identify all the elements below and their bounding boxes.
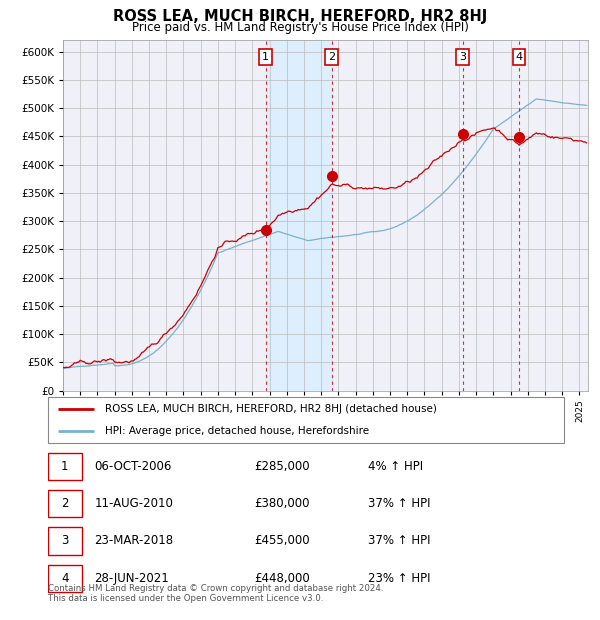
Text: 06-OCT-2006: 06-OCT-2006	[94, 460, 172, 473]
Text: 4: 4	[61, 572, 68, 585]
Text: £380,000: £380,000	[254, 497, 310, 510]
FancyBboxPatch shape	[48, 564, 82, 591]
Text: 11-AUG-2010: 11-AUG-2010	[94, 497, 173, 510]
Text: ROSS LEA, MUCH BIRCH, HEREFORD, HR2 8HJ: ROSS LEA, MUCH BIRCH, HEREFORD, HR2 8HJ	[113, 9, 487, 24]
Text: 3: 3	[459, 52, 466, 62]
Text: 28-JUN-2021: 28-JUN-2021	[94, 572, 169, 585]
Text: Price paid vs. HM Land Registry's House Price Index (HPI): Price paid vs. HM Land Registry's House …	[131, 21, 469, 34]
Text: 23-MAR-2018: 23-MAR-2018	[94, 534, 173, 547]
Text: £448,000: £448,000	[254, 572, 310, 585]
Text: Contains HM Land Registry data © Crown copyright and database right 2024.
This d: Contains HM Land Registry data © Crown c…	[48, 584, 383, 603]
Text: 37% ↑ HPI: 37% ↑ HPI	[368, 497, 430, 510]
Text: 3: 3	[61, 534, 68, 547]
FancyBboxPatch shape	[48, 490, 82, 517]
Text: 4% ↑ HPI: 4% ↑ HPI	[368, 460, 423, 473]
Text: ROSS LEA, MUCH BIRCH, HEREFORD, HR2 8HJ (detached house): ROSS LEA, MUCH BIRCH, HEREFORD, HR2 8HJ …	[105, 404, 437, 414]
Text: 2: 2	[61, 497, 68, 510]
FancyBboxPatch shape	[48, 527, 82, 555]
Text: HPI: Average price, detached house, Herefordshire: HPI: Average price, detached house, Here…	[105, 426, 369, 436]
FancyBboxPatch shape	[48, 453, 82, 480]
Text: 4: 4	[515, 52, 523, 62]
Bar	[266, 40, 332, 391]
Text: £285,000: £285,000	[254, 460, 310, 473]
Text: 37% ↑ HPI: 37% ↑ HPI	[368, 534, 430, 547]
Text: 1: 1	[262, 52, 269, 62]
Text: 23% ↑ HPI: 23% ↑ HPI	[368, 572, 430, 585]
Text: 2: 2	[328, 52, 335, 62]
Text: £455,000: £455,000	[254, 534, 310, 547]
FancyBboxPatch shape	[48, 397, 564, 443]
Text: 1: 1	[61, 460, 68, 473]
